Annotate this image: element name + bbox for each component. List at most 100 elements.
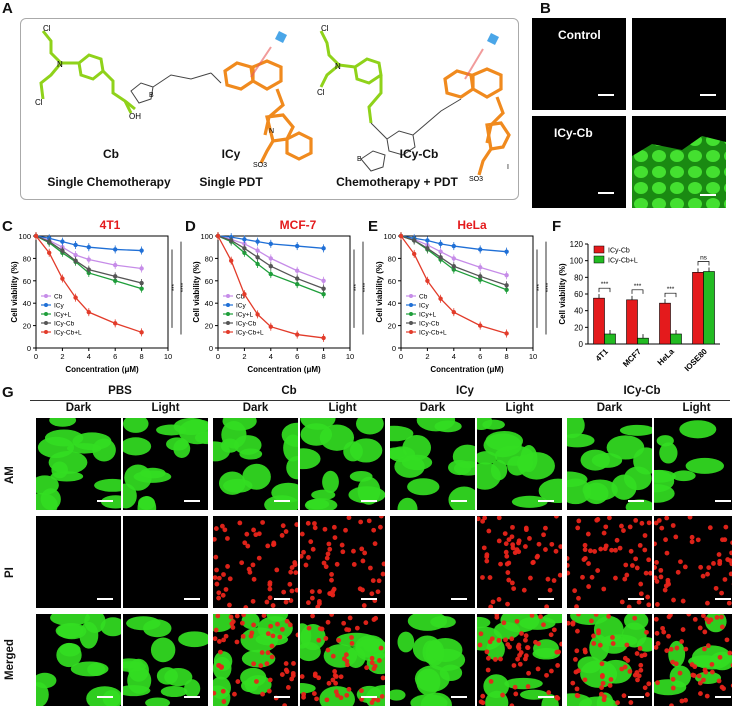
micrograph-cb-light-am (300, 418, 385, 510)
dead-cell (567, 563, 570, 568)
dead-cell (635, 677, 640, 682)
panel-letter-b: B (540, 0, 551, 17)
dead-cell (676, 570, 681, 575)
cell-stain (390, 614, 475, 706)
dead-cell (538, 614, 543, 619)
dead-cell (635, 566, 640, 571)
dead-cell (633, 556, 638, 561)
dead-cell (268, 580, 273, 585)
live-cell-cluster (581, 450, 610, 471)
data-point (229, 258, 233, 262)
y-tick-label: 40 (388, 299, 396, 308)
dead-cell (610, 635, 615, 640)
dead-cell (720, 537, 725, 542)
dead-cell (214, 628, 219, 633)
live-cell-cluster (145, 697, 170, 706)
dead-cell (510, 525, 515, 530)
dead-cell (552, 627, 557, 632)
dead-cell (509, 636, 514, 641)
dead-cell (307, 626, 312, 631)
legend-label: ICy-Cb+L (419, 330, 447, 337)
caption-single-chemotherapy: Single Chemotherapy (29, 175, 189, 189)
y-tick-label: 80 (574, 273, 583, 282)
dead-cell (697, 674, 702, 679)
dead-cell (510, 542, 515, 547)
dead-cell (268, 624, 273, 629)
dead-cell (702, 647, 707, 652)
legend-marker (44, 303, 48, 307)
y-tick-label: 0 (209, 344, 213, 353)
dead-cell (488, 605, 493, 608)
cell-stain (36, 418, 121, 510)
bar-icy-cb-l (671, 334, 682, 344)
live-cell-cluster (59, 643, 80, 656)
dead-cell (293, 570, 298, 575)
dead-cell (484, 552, 489, 557)
dead-cell (251, 661, 256, 666)
cell-stain (477, 418, 562, 510)
data-point (34, 234, 38, 238)
dead-cell (663, 588, 668, 593)
significance-bracket (632, 290, 643, 294)
data-point (269, 256, 273, 260)
chart-title-4t1: 4T1 (80, 218, 140, 232)
dead-cell (575, 526, 580, 531)
scale-bar (715, 500, 731, 502)
x-tick-label: 6 (113, 352, 117, 361)
scale-bar (184, 696, 200, 698)
dead-cell (227, 603, 232, 608)
dead-cell (231, 619, 236, 624)
dead-cell (219, 665, 224, 670)
dead-cell (280, 533, 285, 538)
dead-cell (692, 673, 697, 678)
scale-bar (274, 598, 290, 600)
dead-cell (518, 662, 523, 667)
x-axis-label: Concentration (μM) (247, 365, 321, 374)
dead-cell (655, 602, 660, 607)
dead-cell (325, 697, 330, 702)
dead-cell (326, 542, 331, 547)
dead-cell (609, 677, 614, 682)
cell-stain (123, 614, 208, 706)
dead-cell (346, 627, 351, 632)
dead-cell (570, 681, 575, 686)
data-point (504, 249, 508, 253)
dead-cell (638, 663, 643, 668)
dead-cell (654, 541, 657, 546)
dead-cell (600, 674, 605, 679)
dead-cell (642, 548, 647, 553)
micrograph-icy-cb-dark-pi (567, 516, 652, 608)
dead-cell (503, 637, 508, 642)
data-point (425, 238, 429, 242)
cell-stain (567, 418, 652, 510)
dead-cell (377, 658, 382, 663)
dead-cell (549, 542, 554, 547)
dead-cell (301, 695, 306, 700)
y-tick-label: 120 (570, 240, 584, 249)
dead-cell (370, 660, 375, 665)
series-line-cb (36, 236, 142, 268)
scale-bar (538, 696, 554, 698)
data-point (87, 245, 91, 249)
dead-cell (257, 556, 262, 561)
data-point (139, 266, 143, 270)
dead-cell (379, 516, 384, 518)
live-cell-cluster (600, 660, 633, 684)
cell-stain (654, 516, 732, 608)
data-point (438, 297, 442, 301)
dead-cell (638, 646, 643, 651)
condition-header-dark: Dark (390, 402, 475, 414)
data-point (242, 237, 246, 241)
dead-cell (270, 655, 275, 660)
dead-cell (344, 693, 349, 698)
dead-cell (583, 677, 588, 682)
live-cell-cluster (448, 487, 475, 510)
dead-cell (306, 600, 311, 605)
condition-header-dark: Dark (567, 402, 652, 414)
dead-cell (486, 529, 491, 534)
data-point (139, 248, 143, 252)
micrograph-cb-dark-merged (213, 614, 298, 706)
dead-cell (523, 656, 528, 661)
dead-cell (254, 679, 259, 684)
dead-cell (301, 550, 306, 555)
